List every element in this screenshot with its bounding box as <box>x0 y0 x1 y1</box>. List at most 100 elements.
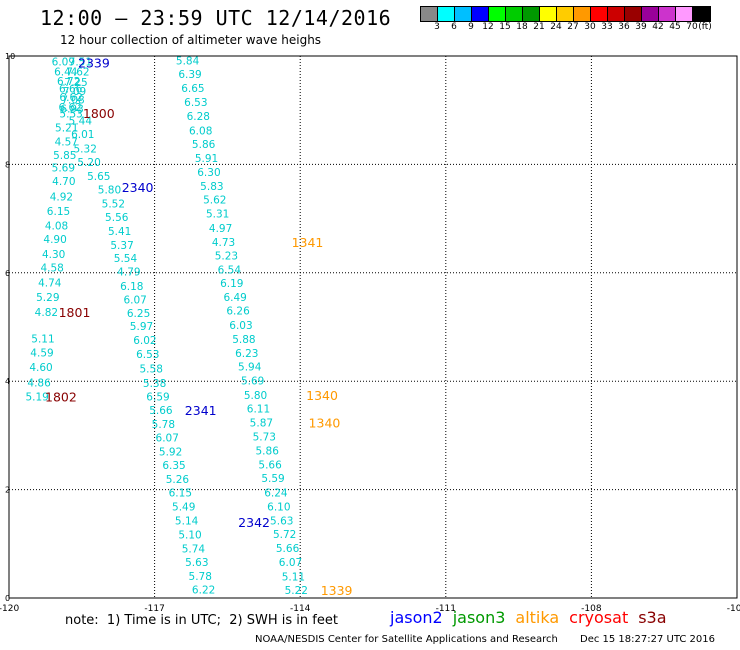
wave-height-value: 7.25 <box>64 77 87 89</box>
x-tick-label: -108 <box>581 604 602 614</box>
y-tick-label: 0 <box>5 594 10 603</box>
wave-height-value: 5.92 <box>159 447 182 459</box>
wave-height-value: 5.63 <box>185 557 208 569</box>
wave-height-value: 5.66 <box>149 405 173 417</box>
wave-height-value: 4.79 <box>117 267 140 279</box>
color-scale-label: 12 <box>482 22 494 32</box>
pass-time-labels: 2339 1800 2340 1341 1801 2341 1802 1340 1340 2342… <box>45 56 353 598</box>
color-swatch <box>642 7 659 21</box>
pass-time-label: 1339 <box>321 583 353 598</box>
color-swatch <box>659 7 676 21</box>
wave-height-value: 6.02 <box>133 335 156 347</box>
wave-height-value: 5.53 <box>59 108 82 120</box>
wave-height-value: 5.69 <box>241 376 264 388</box>
color-swatch <box>693 7 710 21</box>
wave-height-value: 4.08 <box>45 221 68 233</box>
wave-height-value: 6.24 <box>264 487 288 499</box>
wave-height-value: 6.53 <box>136 349 159 361</box>
wave-height-value: 5.91 <box>195 153 218 165</box>
wave-height-value: 4.97 <box>209 223 232 235</box>
color-scale-label: 33 <box>601 22 613 32</box>
x-tick-label: -120 <box>0 604 19 614</box>
wave-height-value: 5.11 <box>31 333 54 345</box>
wave-height-value: 6.07 <box>123 294 146 306</box>
color-scale-label: 6 <box>451 22 457 32</box>
x-tick-label: -111 <box>436 604 456 614</box>
wave-height-value: 6.39 <box>178 69 201 81</box>
wave-height-value: 6.35 <box>162 460 185 472</box>
satellite-legend: jason2 jason3 altika cryosat s3a <box>390 608 677 627</box>
color-swatch <box>506 7 523 21</box>
wave-height-value: 5.37 <box>110 240 133 252</box>
pass-time-label: 2340 <box>122 180 154 195</box>
legend-item-jason2: jason2 <box>390 608 443 627</box>
wave-height-value: 6.44 <box>54 67 78 79</box>
wave-height-value: 5.54 <box>114 253 138 265</box>
wave-height-value: 6.08 <box>189 125 212 137</box>
wave-height-value: 6.09 <box>52 56 75 68</box>
wave-height-value: 5.59 <box>261 473 284 485</box>
wave-height-value: 7.62 <box>66 67 89 79</box>
wave-height-value: 4.58 <box>40 262 63 274</box>
color-scale-label: 45 <box>669 22 681 32</box>
color-swatch <box>455 7 472 21</box>
wave-height-value: 5.86 <box>256 446 280 458</box>
wave-height-value: 5.29 <box>36 292 59 304</box>
wave-height-value: 5.72 <box>273 529 296 541</box>
wave-height-value: 6.03 <box>229 320 252 332</box>
wave-height-value: 5.88 <box>232 334 255 346</box>
wave-height-value: 5.56 <box>105 212 129 224</box>
wave-height-value: 5.85 <box>53 150 76 162</box>
color-scale-label: 15 <box>499 22 511 32</box>
wave-height-value: 5.69 <box>52 163 75 175</box>
color-scale-bar <box>420 6 711 22</box>
y-tick-label: 2 <box>5 486 10 495</box>
page-title: 12:00 – 23:59 UTC 12/14/2016 <box>40 6 392 30</box>
generation-timestamp: Dec 15 18:27:27 UTC 2016 <box>580 634 715 645</box>
wave-height-value: 5.73 <box>253 431 276 443</box>
pass-time-label: 2339 <box>78 56 110 71</box>
wave-height-value: 6.25 <box>127 308 150 320</box>
pass-time-label: 1340 <box>306 388 338 403</box>
color-swatch <box>676 7 693 21</box>
wave-height-value: 4.82 <box>35 307 58 319</box>
wave-height-value: 7.09 <box>63 86 86 98</box>
wave-height-value: 5.94 <box>238 362 262 374</box>
wave-height-value: 5.83 <box>200 181 223 193</box>
map-frame <box>8 55 738 599</box>
color-swatch <box>608 7 625 21</box>
color-swatch <box>540 7 557 21</box>
color-swatch <box>574 7 591 21</box>
color-swatch <box>421 7 438 21</box>
wave-height-value: 6.30 <box>197 167 220 179</box>
wave-height-value: 5.20 <box>77 157 100 169</box>
wave-height-value: 5.97 <box>130 321 153 333</box>
wave-height-value: 5.62 <box>203 195 226 207</box>
map-axes: -120 -117 -114 -111 -108 -105 0 2 4 6 8 10 <box>0 52 740 614</box>
y-tick-label: 4 <box>5 377 10 386</box>
wave-height-value: 5.84 <box>176 55 200 67</box>
wave-height-value: 6.01 <box>71 129 94 141</box>
wave-height-value: 5.26 <box>166 474 190 486</box>
color-swatch <box>489 7 506 21</box>
wave-height-value: 5.23 <box>215 250 238 262</box>
wave-height-value: 6.72 <box>57 76 80 88</box>
wave-height-value: 5.32 <box>74 144 97 156</box>
wave-height-value: 6.11 <box>247 403 270 415</box>
wave-height-value: 6.28 <box>187 111 210 123</box>
wave-height-value: 5.31 <box>206 209 229 221</box>
legend-item-cryosat: cryosat <box>569 608 629 627</box>
x-tick-label: -114 <box>290 604 311 614</box>
wave-height-value: 5.78 <box>152 419 175 431</box>
wave-height-value: 4.92 <box>50 191 73 203</box>
color-scale-label: 42 <box>652 22 664 32</box>
y-tick-label: 10 <box>5 52 15 61</box>
wave-height-value: 5.19 <box>25 391 48 403</box>
wave-height-value: 4.90 <box>43 234 66 246</box>
wave-height-value: 6.07 <box>156 433 179 445</box>
pass-time-label: 2341 <box>185 403 217 418</box>
x-tick-label: -105 <box>727 604 740 614</box>
wave-height-value: 4.30 <box>42 249 65 261</box>
color-scale-label: 9 <box>468 22 474 32</box>
wave-height-value: 6.93 <box>60 104 83 116</box>
